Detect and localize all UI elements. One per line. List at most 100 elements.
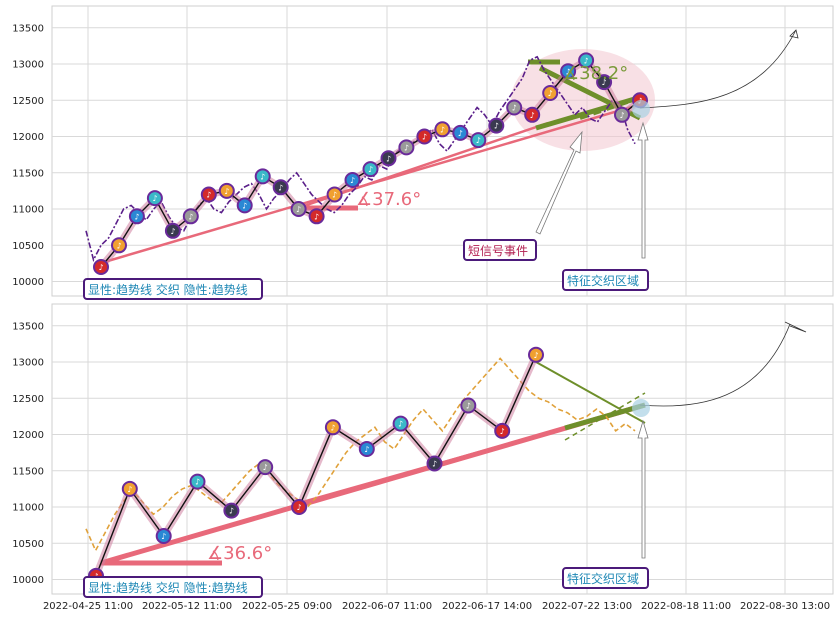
signal-marker — [344, 172, 361, 188]
bottom-projection-arc — [639, 323, 791, 407]
signal-marker — [200, 186, 217, 203]
signal-marker-glyph: ♪ — [512, 104, 517, 113]
signal-marker — [426, 455, 443, 472]
y-tick-label: 11500 — [12, 466, 44, 477]
bottom-y-tick-labels: 10000 10500 11000 11500 12000 12500 13000 13500 — [12, 321, 44, 586]
series-fine-line — [85, 357, 636, 553]
y-tick-label: 12000 — [12, 430, 44, 441]
signal-marker-glyph: ♪ — [127, 485, 132, 494]
x-tick-label: 2022-07-22 13:00 — [542, 601, 632, 612]
signal-marker-glyph: ♪ — [242, 201, 247, 210]
signal-marker-glyph: ♪ — [296, 205, 301, 214]
series-swing-line — [95, 354, 537, 577]
signal-marker — [434, 121, 451, 138]
signal-marker — [494, 422, 511, 439]
signal-marker-glyph: ♪ — [533, 351, 538, 360]
signal-marker — [506, 99, 523, 116]
signal-marker-glyph: ♪ — [330, 423, 335, 432]
y-tick-label: 13000 — [12, 60, 44, 71]
x-tick-labels: 2022-04-25 11:00 2022-05-12 11:00 2022-05-… — [43, 601, 830, 612]
signal-marker-glyph: ♪ — [297, 503, 302, 512]
signal-marker-glyph: ♪ — [548, 89, 553, 98]
y-tick-label: 10500 — [12, 241, 44, 252]
callout-arrow-feature-zone — [637, 121, 649, 259]
signal-marker-glyph: ♪ — [98, 263, 103, 272]
projection-arrowhead — [789, 29, 799, 39]
signal-marker — [128, 208, 145, 225]
signal-marker-glyph: ♪ — [619, 111, 624, 120]
bottom-projection-arrowhead — [784, 321, 807, 333]
signal-marker — [272, 179, 289, 196]
top-panel: 10000 10500 11000 11500 12000 12500 13000 13500… — [12, 5, 834, 300]
y-tick-label: 10000 — [12, 575, 44, 586]
y-tick-label: 13500 — [12, 321, 44, 332]
signal-marker-glyph: ♪ — [263, 463, 268, 472]
legend-text-bottom: 显性:趋势线 交织 隐性:趋势线 — [88, 580, 248, 595]
bottom-series-group — [85, 353, 636, 578]
y-tick-label: 11000 — [12, 205, 44, 216]
callout-box-short-signal — [463, 239, 537, 261]
signal-marker — [416, 128, 433, 145]
signal-marker-glyph: ♪ — [458, 129, 463, 138]
signal-marker-glyph: ♪ — [116, 241, 121, 250]
signal-marker-glyph: ♪ — [278, 183, 283, 192]
signal-marker-glyph: ♪ — [440, 125, 445, 134]
signal-marker-glyph: ♪ — [368, 165, 373, 174]
callout-arrow-short-signal — [535, 130, 583, 235]
signal-marker — [488, 117, 505, 134]
y-tick-label: 13500 — [12, 23, 44, 34]
bottom-green-dashed — [564, 392, 646, 441]
y-tick-label: 10000 — [12, 277, 44, 288]
callout-text-short-signal: 短信号事件 — [468, 244, 528, 258]
signal-marker-glyph: ♪ — [386, 154, 391, 163]
signal-marker-glyph: ♪ — [404, 143, 409, 152]
y-tick-label: 12500 — [12, 394, 44, 405]
signal-marker — [326, 186, 343, 203]
signal-marker — [291, 499, 308, 515]
signal-marker-glyph: ♪ — [466, 402, 471, 411]
y-tick-label: 10500 — [12, 539, 44, 550]
signal-marker-glyph: ♪ — [195, 478, 200, 487]
signal-marker — [614, 106, 630, 123]
y-tick-label: 12000 — [12, 132, 44, 143]
signal-marker — [155, 528, 172, 544]
top-markers-group: ♪♪♪♪♪♪♪♪♪♪♪♪♪♪♪♪♪♪♪♪♪♪♪♪♪♪♪♪♪♪♪ — [93, 52, 648, 275]
x-tick-label: 2022-08-18 11:00 — [641, 601, 731, 612]
signal-marker-glyph: ♪ — [314, 212, 319, 221]
signal-marker — [218, 182, 235, 199]
signal-marker-glyph: ♪ — [134, 212, 139, 221]
signal-marker-glyph: ♪ — [422, 133, 427, 142]
x-tick-label: 2022-05-12 11:00 — [142, 601, 232, 612]
signal-marker — [460, 397, 477, 414]
signal-marker-glyph: ♪ — [188, 212, 193, 221]
bottom-markers-group: ♪♪♪♪♪♪♪♪♪♪♪♪♪♪ — [88, 346, 544, 584]
signal-marker — [236, 197, 253, 214]
signal-marker — [362, 161, 379, 178]
signal-marker-glyph: ♪ — [476, 136, 481, 145]
legend-text-top: 显性:趋势线 交织 隐性:趋势线 — [88, 282, 248, 297]
signal-marker — [392, 415, 409, 432]
signal-marker-glyph: ♪ — [494, 122, 499, 131]
signal-marker — [470, 132, 487, 149]
signal-marker-glyph: ♪ — [432, 460, 437, 469]
signal-marker — [524, 106, 541, 123]
signal-marker-glyph: ♪ — [398, 420, 403, 429]
signal-marker — [324, 419, 341, 436]
signal-marker-glyph: ♪ — [350, 176, 355, 185]
signal-marker — [182, 208, 199, 225]
signal-marker — [398, 139, 415, 156]
angle-label-bottom-pink: ∡36.6° — [207, 543, 272, 564]
projection-arc — [639, 29, 797, 109]
signal-marker — [189, 473, 206, 490]
signal-marker — [380, 150, 397, 167]
bottom-panel: 10000 10500 11000 11500 12000 12500 13000 13500… — [12, 303, 834, 612]
signal-marker — [111, 237, 127, 254]
bottom-green-down — [535, 361, 646, 424]
x-tick-label: 2022-06-17 14:00 — [442, 601, 532, 612]
signal-marker-glyph: ♪ — [566, 67, 571, 76]
callout-box-feature-zone-top — [562, 269, 649, 291]
y-tick-label: 11500 — [12, 168, 44, 179]
signal-marker-glyph: ♪ — [584, 56, 589, 65]
signal-marker-glyph: ♪ — [332, 191, 337, 200]
